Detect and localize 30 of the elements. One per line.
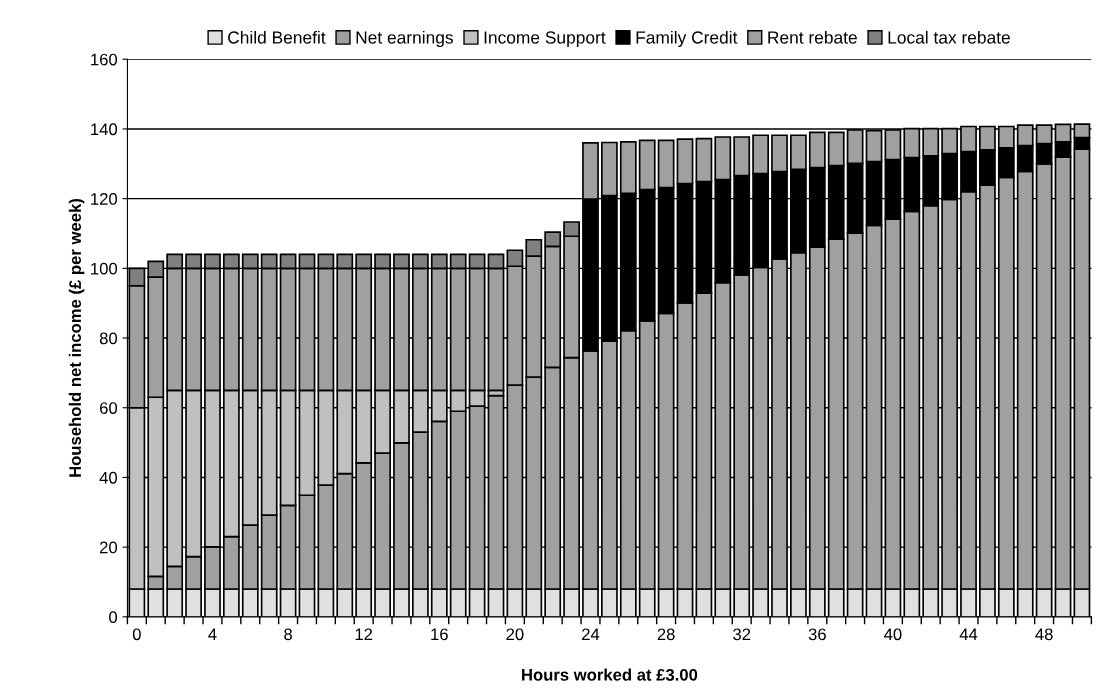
x-tick-label: 4	[208, 628, 217, 641]
x-tick-label: 0	[132, 628, 141, 641]
y-tick-label: 160	[91, 53, 118, 66]
legend-label: Rent rebate	[768, 30, 857, 44]
x-tick-label: 12	[355, 628, 373, 641]
legend-label: Child Benefit	[228, 30, 326, 44]
y-tick-label: 20	[100, 541, 118, 554]
x-tick-label: 32	[733, 628, 751, 641]
y-tick-label: 0	[109, 611, 118, 624]
y-axis-title: Household net income (£ per week)	[68, 199, 85, 477]
y-tick-label: 140	[91, 123, 118, 136]
y-tick-label: 100	[91, 262, 118, 275]
x-tick-label: 20	[506, 628, 524, 641]
x-tick-label: 40	[884, 628, 902, 641]
x-tick-label: 24	[582, 628, 600, 641]
legend-label: Local tax rebate	[888, 30, 1010, 44]
x-tick-label: 16	[431, 628, 448, 641]
y-tick-label: 40	[99, 471, 118, 484]
x-tick-label: 44	[959, 628, 978, 641]
x-tick-label: 36	[808, 628, 826, 641]
x-tick-label: 8	[284, 628, 292, 641]
x-axis-title: Hours worked at £3.00	[522, 668, 698, 681]
y-tick-label: 120	[91, 193, 118, 205]
legend-label: Income Support	[484, 31, 606, 48]
legend-label: Family Credit	[636, 30, 738, 48]
x-tick-label: 28	[657, 628, 675, 641]
y-tick-label: 80	[99, 332, 118, 345]
y-tick-label: 60	[100, 402, 118, 414]
legend-label: Net earnings	[356, 30, 453, 48]
x-tick-label: 48	[1035, 628, 1053, 641]
